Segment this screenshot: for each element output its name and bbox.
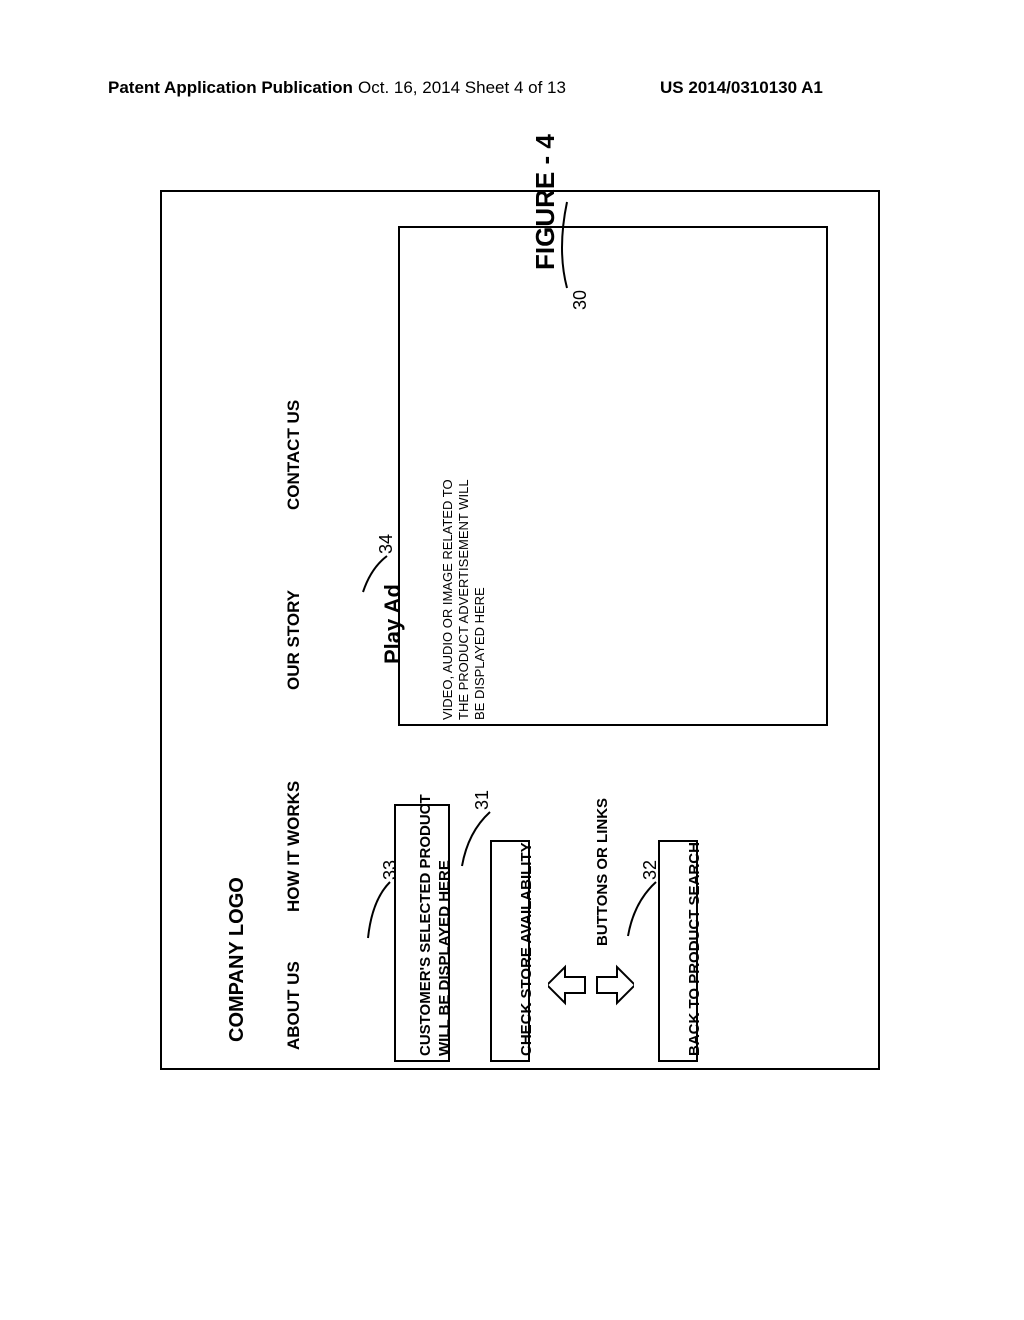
back-to-search-label: BACK TO PRODUCT SEARCH xyxy=(686,842,703,1056)
header-right: US 2014/0310130 A1 xyxy=(660,78,823,98)
back-to-search-box[interactable]: BACK TO PRODUCT SEARCH xyxy=(658,840,698,1062)
arrow-down-icon xyxy=(594,962,634,1008)
ad-desc-line2: THE PRODUCT ADVERTISEMENT WILL xyxy=(456,479,471,720)
nav-about-us[interactable]: ABOUT US xyxy=(284,961,304,1050)
nav-contact-us[interactable]: CONTACT US xyxy=(284,400,304,510)
leader-32 xyxy=(620,880,660,938)
check-store-label: CHECK STORE AVAILABILITY xyxy=(518,842,535,1056)
product-box-line2: WILL BE DISPLAYED HERE xyxy=(436,860,453,1056)
nav-how-it-works[interactable]: HOW IT WORKS xyxy=(284,781,304,912)
nav-our-story[interactable]: OUR STORY xyxy=(284,590,304,690)
ad-desc-line3: BE DISPLAYED HERE xyxy=(472,587,487,720)
ad-media-box: VIDEO, AUDIO OR IMAGE RELATED TO THE PRO… xyxy=(398,226,828,726)
leader-33 xyxy=(360,880,394,940)
header-left: Patent Application Publication xyxy=(108,78,353,98)
product-box-line1: CUSTOMER'S SELECTED PRODUCT xyxy=(417,794,434,1056)
callout-34: 34 xyxy=(376,534,397,554)
check-store-box[interactable]: CHECK STORE AVAILABILITY xyxy=(490,840,530,1062)
ui-mockup-frame: COMPANY LOGO ABOUT US HOW IT WORKS OUR S… xyxy=(160,190,880,1070)
header-center: Oct. 16, 2014 Sheet 4 of 13 xyxy=(358,78,566,98)
leader-34 xyxy=(357,554,391,594)
callout-31: 31 xyxy=(472,790,493,810)
leader-31 xyxy=(454,810,494,868)
arrow-up-icon xyxy=(548,962,588,1008)
product-display-box: CUSTOMER'S SELECTED PRODUCT WILL BE DISP… xyxy=(394,804,450,1062)
company-logo: COMPANY LOGO xyxy=(226,877,249,1042)
ad-desc-line1: VIDEO, AUDIO OR IMAGE RELATED TO xyxy=(440,479,455,720)
buttons-or-links-label: BUTTONS OR LINKS xyxy=(594,798,611,946)
